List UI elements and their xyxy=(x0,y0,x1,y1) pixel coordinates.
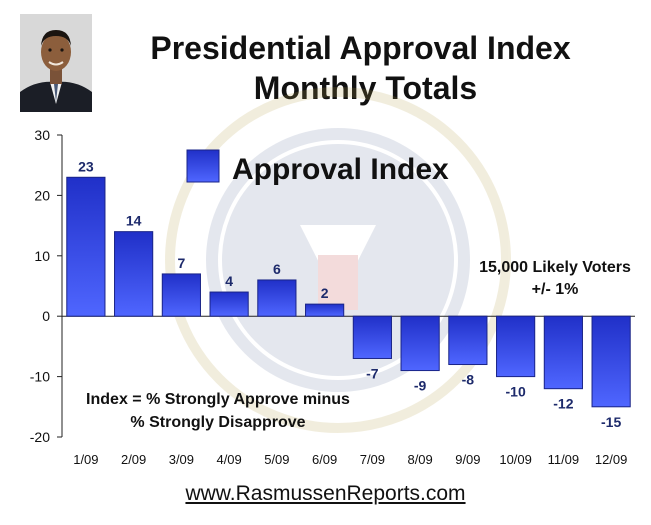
value-label: -7 xyxy=(366,365,379,381)
x-tick-label: 1/09 xyxy=(73,452,98,467)
value-label: -9 xyxy=(414,378,427,394)
x-tick-label: 2/09 xyxy=(121,452,146,467)
value-label: 4 xyxy=(225,273,233,289)
value-label: -8 xyxy=(462,372,475,388)
x-tick-label: 4/09 xyxy=(216,452,241,467)
bar-5/09 xyxy=(257,279,297,317)
value-label: 7 xyxy=(177,255,185,271)
president-photo xyxy=(20,14,92,112)
x-tick-label: 8/09 xyxy=(407,452,432,467)
margin-annotation: +/- 1% xyxy=(532,281,579,298)
approval-bar-chart: 30 20 10 0 -10 -20 23 14 7 4 6 2 -7 -9 -8 -10 -12 -15 1/… xyxy=(30,87,635,467)
bar-11/09 xyxy=(543,315,583,390)
x-tick-label: 11/09 xyxy=(548,452,580,467)
y-tick-label: -20 xyxy=(30,429,50,445)
voters-annotation: 15,000 Likely Voters xyxy=(479,259,631,276)
bar-2/09 xyxy=(114,231,154,317)
bar-9/09 xyxy=(448,315,488,366)
x-tick-label: 5/09 xyxy=(264,452,289,467)
value-label: 14 xyxy=(126,213,142,229)
bar-1/09 xyxy=(66,176,106,317)
x-tick-label: 6/09 xyxy=(312,452,337,467)
legend-swatch xyxy=(186,149,220,183)
value-label: -15 xyxy=(601,414,621,430)
y-tick-label: 10 xyxy=(34,248,50,264)
bar-12/09 xyxy=(591,315,631,408)
bar-6/09 xyxy=(305,303,345,317)
bar-4/09 xyxy=(209,291,249,317)
x-tick-label: 9/09 xyxy=(455,452,480,467)
y-tick-label: 0 xyxy=(42,308,50,324)
x-tick-label: 3/09 xyxy=(169,452,194,467)
chart-subtitle: Monthly Totals xyxy=(253,70,478,106)
index-definition-line1: Index = % Strongly Approve minus xyxy=(86,391,350,408)
chart-title: Presidential Approval Index xyxy=(150,30,571,66)
value-label: 6 xyxy=(273,261,281,277)
source-url-link[interactable]: www.RasmussenReports.com xyxy=(185,482,466,505)
value-label: 23 xyxy=(78,158,94,174)
y-tick-label: -10 xyxy=(30,369,50,385)
value-label: 2 xyxy=(321,285,329,301)
y-tick-label: 20 xyxy=(34,187,50,203)
bar-8/09 xyxy=(400,315,440,372)
legend-label: Approval Index xyxy=(232,153,449,186)
bar-10/09 xyxy=(496,315,536,378)
x-tick-label: 10/09 xyxy=(499,452,532,467)
index-definition-line2: % Strongly Disapprove xyxy=(130,414,305,431)
x-tick-label: 7/09 xyxy=(360,452,385,467)
value-label: -10 xyxy=(506,384,526,400)
x-tick-label: 12/09 xyxy=(595,452,628,467)
value-label: -12 xyxy=(553,396,573,412)
y-tick-label: 30 xyxy=(34,127,50,143)
bar-7/09 xyxy=(352,315,392,359)
presidential-seal-watermark xyxy=(165,87,511,433)
bar-3/09 xyxy=(161,273,201,317)
